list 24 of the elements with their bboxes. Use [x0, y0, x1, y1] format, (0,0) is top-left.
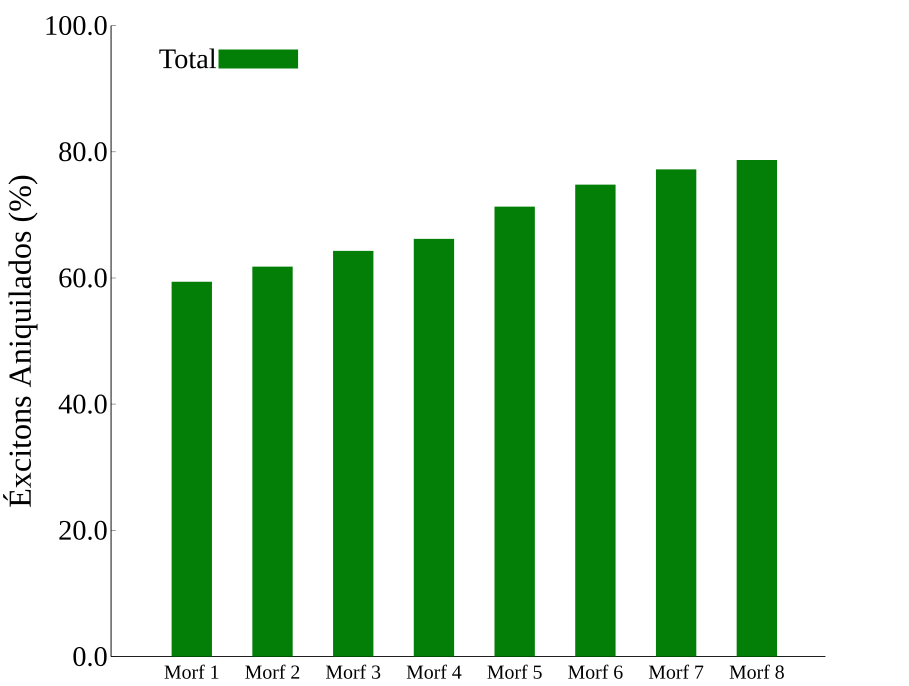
y-tick-label: 80.0: [59, 142, 107, 162]
x-tick-label: Morf 8: [730, 664, 784, 679]
x-tick-label: Morf 3: [326, 664, 380, 679]
x-tick-label: Morf 7: [648, 664, 704, 679]
y-tick-label: 20.0: [59, 520, 107, 540]
bar: [414, 238, 454, 657]
y-tick-label: 100.0: [46, 16, 107, 36]
bar: [575, 184, 616, 657]
bar: [736, 160, 778, 657]
y-tick-label: 60.0: [59, 268, 107, 288]
x-tick-label: Morf 6: [568, 664, 623, 679]
y-tick-label: 40.0: [58, 394, 107, 414]
bar: [333, 250, 374, 657]
x-tick-label: Morf 1: [164, 664, 218, 679]
legend-label: Total: [159, 48, 216, 68]
bar: [494, 206, 535, 657]
bar: [252, 266, 293, 657]
bar: [172, 282, 212, 657]
y-axis-title: Éxcitons Aniquilados (%): [3, 176, 38, 507]
x-tick-label: Morf 5: [487, 664, 542, 679]
y-tick-label: 0.0: [73, 646, 107, 666]
x-tick-label: Morf 2: [245, 664, 300, 679]
bar: [656, 169, 696, 657]
x-tick-label: Morf 4: [406, 664, 462, 679]
